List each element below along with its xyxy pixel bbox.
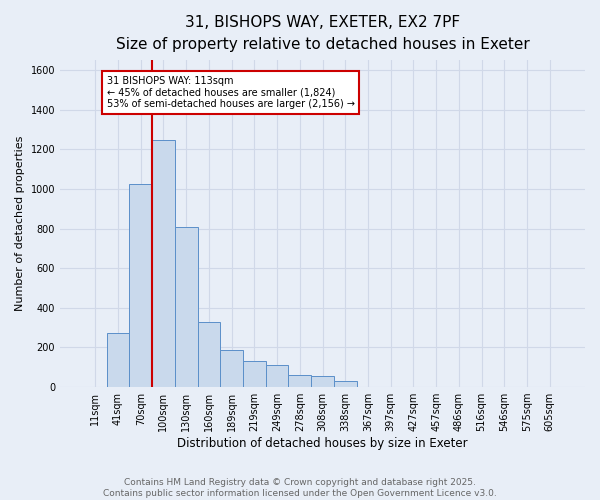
Bar	[152, 140, 175, 387]
Bar	[220, 350, 243, 387]
X-axis label: Distribution of detached houses by size in Exeter: Distribution of detached houses by size …	[177, 437, 468, 450]
Bar	[243, 362, 266, 387]
Text: Contains HM Land Registry data © Crown copyright and database right 2025.
Contai: Contains HM Land Registry data © Crown c…	[103, 478, 497, 498]
Bar	[175, 226, 197, 387]
Bar	[311, 376, 334, 387]
Bar	[334, 381, 356, 387]
Bar	[130, 184, 152, 387]
Bar	[197, 322, 220, 387]
Bar	[289, 375, 311, 387]
Text: 31 BISHOPS WAY: 113sqm
← 45% of detached houses are smaller (1,824)
53% of semi-: 31 BISHOPS WAY: 113sqm ← 45% of detached…	[107, 76, 355, 110]
Bar	[107, 332, 130, 387]
Title: 31, BISHOPS WAY, EXETER, EX2 7PF
Size of property relative to detached houses in: 31, BISHOPS WAY, EXETER, EX2 7PF Size of…	[116, 15, 529, 52]
Y-axis label: Number of detached properties: Number of detached properties	[15, 136, 25, 312]
Bar	[266, 366, 289, 387]
